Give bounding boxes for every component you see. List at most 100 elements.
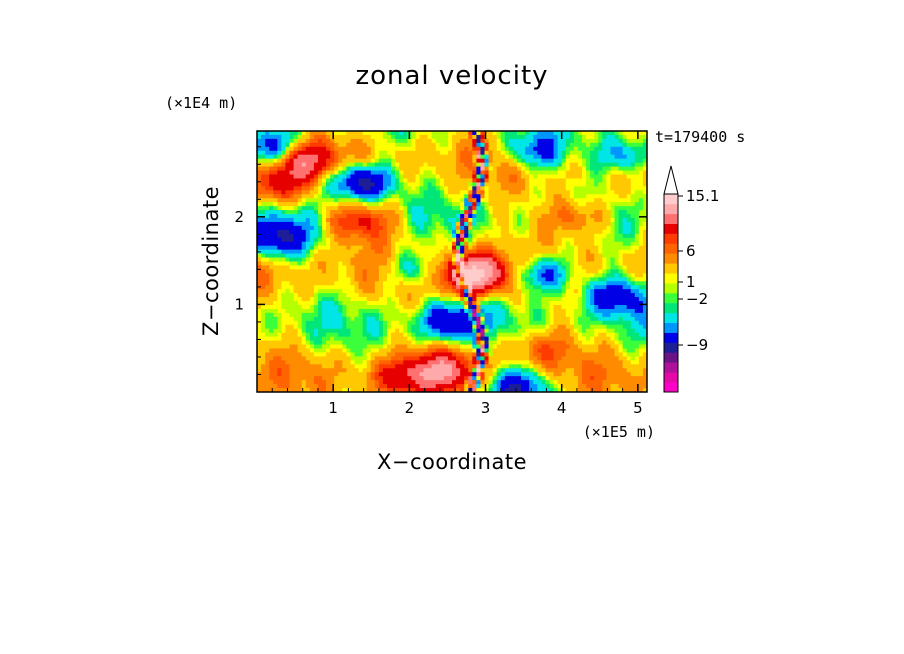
heatmap-cell [586,150,591,156]
heatmap-cell [634,289,640,294]
heatmap-cell [610,194,616,199]
heatmap-cell [346,154,352,160]
heatmap-cell [407,158,412,164]
heatmap-cell [496,328,502,334]
heatmap-cell [387,138,392,144]
heatmap-cell [317,229,323,235]
heatmap-cell [614,265,620,270]
heatmap-cell [338,332,343,338]
heatmap-cell [427,134,433,140]
heatmap-cell [387,154,392,160]
heatmap-cell [561,332,567,338]
heatmap-cell [521,174,526,180]
heatmap-cell [476,332,482,338]
heatmap-cell [638,305,644,310]
heatmap-cell [594,261,599,267]
heatmap-cell [488,245,494,251]
heatmap-cell [480,229,486,235]
heatmap-cell [334,198,339,203]
heatmap-cell [504,146,510,152]
heatmap-cell [370,241,376,247]
heatmap-cell [407,324,412,330]
heatmap-cell [338,158,343,164]
heatmap-cell [488,214,494,219]
heatmap-cell [512,245,518,251]
heatmap-cell [391,206,396,211]
heatmap-cell [488,328,494,334]
heatmap-cell [500,154,506,160]
heatmap-cell [590,277,595,282]
heatmap-cell [443,214,449,219]
heatmap-cell [569,305,575,310]
heatmap-cell [610,245,616,251]
heatmap-cell [330,170,335,176]
heatmap-cell [362,150,368,156]
heatmap-cell [642,150,647,156]
heatmap-cell [399,257,404,263]
heatmap-cell [460,146,465,152]
heatmap-cell [557,154,563,160]
heatmap-cell [387,166,392,172]
heatmap-cell [257,134,262,140]
heatmap-cell [350,253,356,259]
heatmap-cell [370,233,376,239]
heatmap-cell [496,221,502,227]
heatmap-cell [504,297,510,302]
heatmap-cell [594,253,599,259]
heatmap-cell [415,332,421,338]
heatmap-cell [330,182,335,187]
heatmap-cell [358,170,364,176]
heatmap-cell [309,285,315,290]
heatmap-cell [423,174,429,180]
heatmap-cell [638,257,644,263]
heatmap-cell [517,305,522,310]
heatmap-cell [382,237,388,243]
heatmap-cell [452,301,457,306]
heatmap-cell [512,265,518,270]
heatmap-cell [411,162,417,168]
heatmap-cell [553,241,559,247]
heatmap-cell [334,269,339,274]
heatmap-cell [488,241,494,247]
heatmap-cell [537,332,542,338]
heatmap-cell [525,245,530,251]
heatmap-cell [642,332,647,338]
heatmap-cell [399,273,404,278]
heatmap-cell [395,269,400,274]
heatmap-cell [569,221,575,227]
heatmap-cell [573,265,579,270]
heatmap-cell [370,316,376,322]
heatmap-cell [504,301,510,306]
heatmap-cell [285,150,291,156]
heatmap-cell [594,202,599,207]
heatmap-cell [634,202,640,207]
heatmap-cell [594,162,599,168]
heatmap-cell [423,229,429,235]
heatmap-cell [309,190,315,195]
heatmap-cell [439,289,445,294]
heatmap-cell [569,249,575,255]
heatmap-cell [590,202,595,207]
heatmap-cell [569,214,575,219]
heatmap-cell [269,198,274,203]
heatmap-cell [549,277,555,282]
heatmap-cell [431,289,437,294]
heatmap-cell [610,297,616,302]
heatmap-cell [512,194,518,199]
heatmap-cell [582,301,587,306]
heatmap-cell [273,170,278,176]
heatmap-cell [354,218,360,223]
heatmap-cell [370,154,376,160]
heatmap-cell [277,241,282,247]
heatmap-cell [472,150,477,156]
heatmap-cell [358,269,364,274]
heatmap-cell [273,190,278,195]
heatmap-cell [431,237,437,243]
heatmap-cell [273,178,278,183]
heatmap-cell [492,218,498,223]
heatmap-cell [545,261,551,267]
heatmap-cell [439,297,445,302]
heatmap-cell [277,162,282,168]
heatmap-cell [634,206,640,211]
heatmap-cell [277,237,282,243]
